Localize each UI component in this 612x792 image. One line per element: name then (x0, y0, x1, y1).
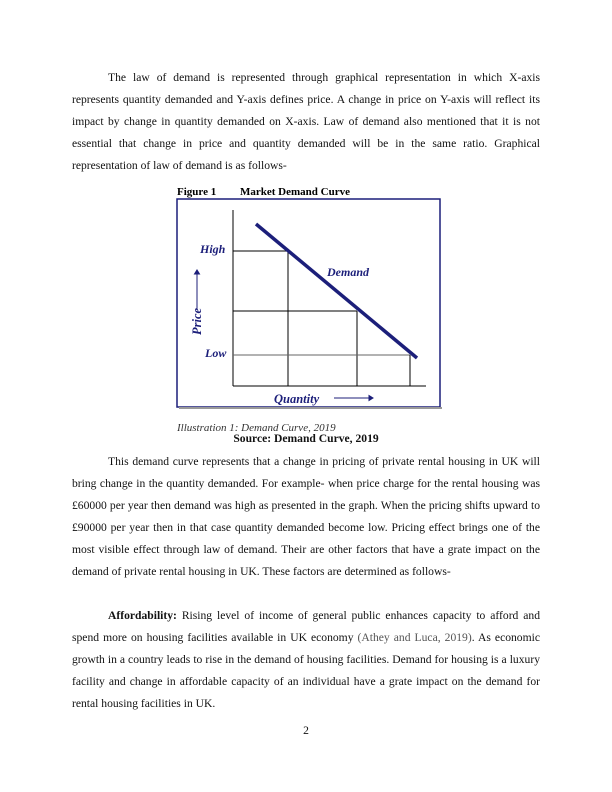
citation: (Athey and Luca, 2019) (357, 631, 472, 644)
axes-grid (232, 210, 426, 387)
price-label: Price (190, 307, 204, 335)
figure-frame (176, 198, 441, 408)
quantity-label: Quantity (274, 392, 320, 406)
demand-curve (254, 222, 419, 360)
page-number: 2 (303, 724, 309, 737)
high-label: High (199, 242, 226, 256)
affordability-heading: Affordability: (108, 609, 177, 622)
figure-label: Figure 1 (177, 186, 216, 198)
paragraph-demand-curve: This demand curve represents that a chan… (72, 455, 540, 578)
low-label: Low (204, 346, 227, 360)
figure-caption: Illustration 1: Demand Curve, 2019 (176, 422, 336, 434)
market-demand-curve-figure: Figure 1 Market Demand Curve High Low De… (176, 186, 442, 434)
figure-title: Market Demand Curve (240, 186, 350, 198)
demand-label: Demand (326, 265, 370, 279)
figure-source: Source: Demand Curve, 2019 (233, 432, 379, 445)
paragraph-law-of-demand: The law of demand is represented through… (72, 71, 540, 172)
paragraph-affordability: Affordability: Rising level of income of… (72, 609, 540, 710)
